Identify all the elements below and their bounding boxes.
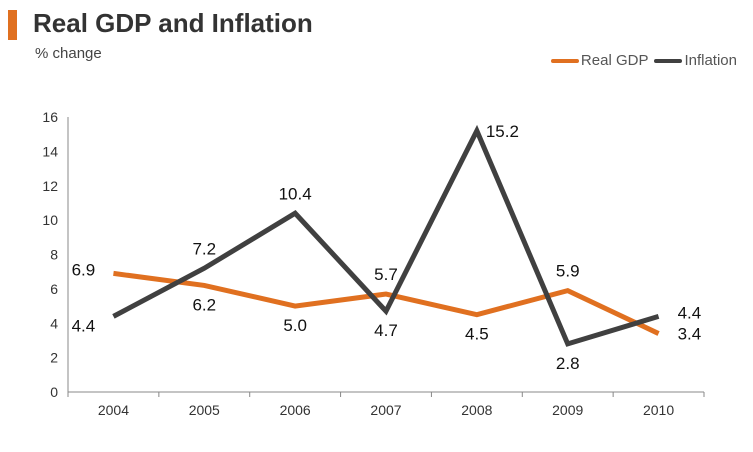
legend-label-inflation: Inflation	[684, 52, 737, 69]
y-tick-label: 10	[42, 212, 58, 228]
data-label-real-gdp: 4.5	[465, 325, 489, 344]
x-tick-label: 2004	[98, 402, 129, 418]
y-tick-label: 6	[50, 281, 58, 297]
legend: Real GDP Inflation	[545, 52, 737, 69]
y-tick-label: 0	[50, 384, 58, 400]
y-tick-label: 16	[42, 109, 58, 125]
data-label-inflation: 15.2	[486, 122, 519, 141]
legend-swatch-real-gdp	[550, 58, 579, 63]
x-tick-label: 2007	[370, 402, 401, 418]
data-label-real-gdp: 5.7	[374, 265, 398, 284]
data-label-real-gdp: 5.9	[556, 262, 580, 281]
x-tick-label: 2005	[189, 402, 220, 418]
data-label-inflation: 4.4	[72, 316, 96, 335]
chart-subtitle: % change	[35, 45, 102, 62]
x-tick-label: 2010	[643, 402, 674, 418]
y-tick-label: 2	[50, 350, 58, 366]
series-line-inflation	[112, 124, 660, 347]
data-label-inflation: 7.2	[192, 239, 216, 258]
data-label-real-gdp: 5.0	[283, 316, 307, 335]
data-label-real-gdp: 6.9	[72, 260, 96, 279]
series-line-real-gdp	[113, 270, 660, 336]
data-label-inflation: 4.7	[374, 321, 398, 340]
x-tick-label: 2009	[552, 402, 583, 418]
legend-item-real-gdp: Real GDP	[550, 52, 649, 69]
x-tick-label: 2006	[280, 402, 311, 418]
title-accent-bar	[8, 10, 17, 40]
data-label-inflation: 4.4	[678, 303, 702, 322]
legend-label-real-gdp: Real GDP	[580, 52, 649, 69]
y-tick-label: 12	[42, 178, 58, 194]
data-label-inflation: 10.4	[279, 184, 312, 203]
legend-swatch-inflation	[654, 58, 683, 63]
data-label-inflation: 2.8	[556, 354, 580, 373]
y-tick-label: 14	[42, 143, 58, 159]
data-label-real-gdp: 6.2	[192, 295, 216, 314]
data-label-real-gdp: 3.4	[678, 325, 702, 344]
y-tick-label: 8	[50, 247, 58, 263]
x-tick-label: 2008	[461, 402, 492, 418]
y-tick-label: 4	[50, 315, 58, 331]
legend-item-inflation: Inflation	[654, 52, 737, 69]
chart-title: Real GDP and Inflation	[33, 8, 313, 38]
